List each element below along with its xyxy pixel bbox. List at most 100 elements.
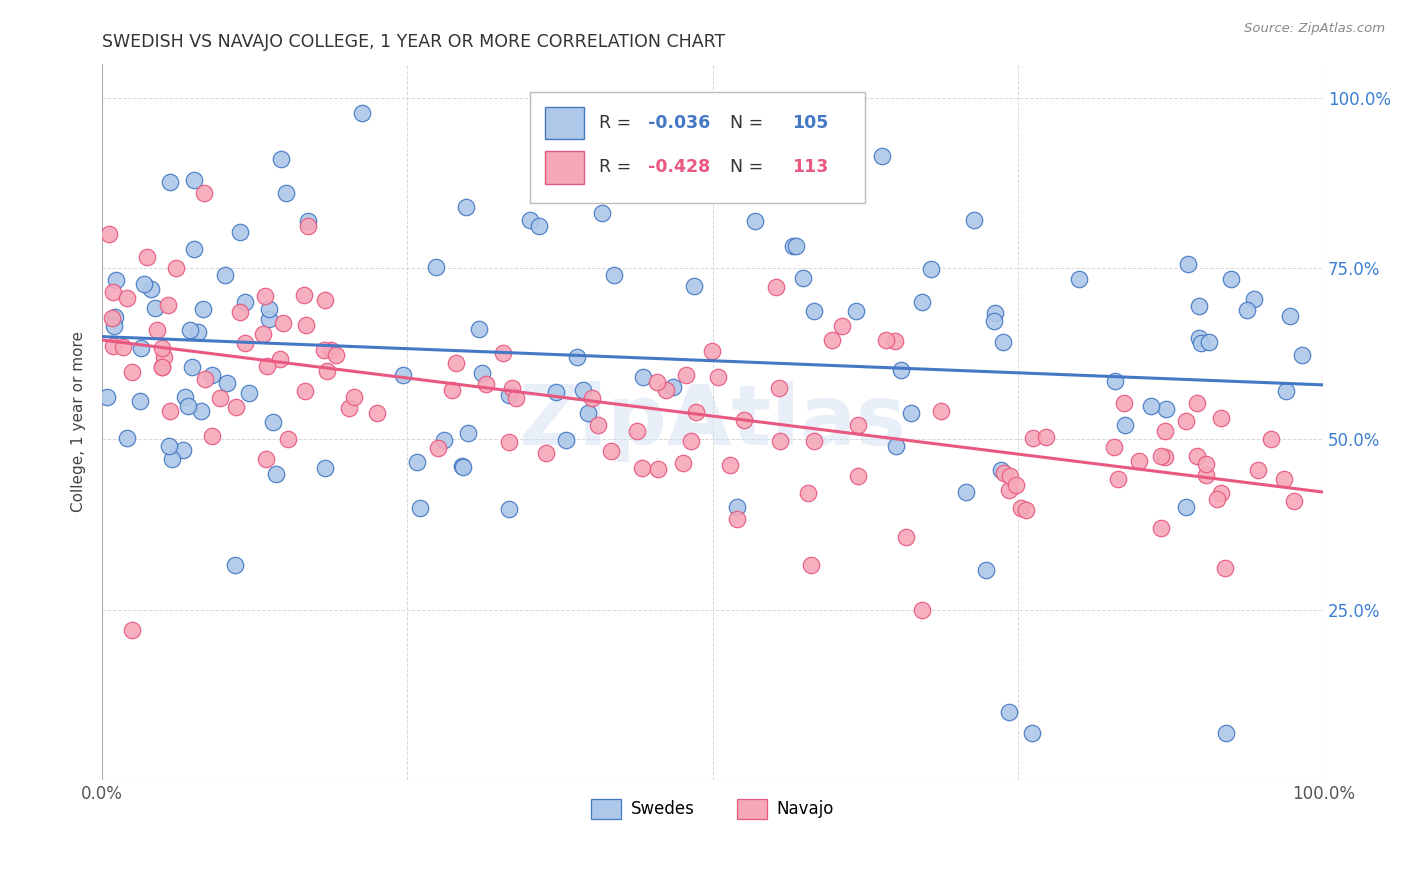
- Point: [277, 432, 299, 446]
- Point: [406, 455, 429, 469]
- Point: [1150, 449, 1173, 463]
- Text: N =: N =: [718, 114, 769, 132]
- Point: [546, 384, 568, 399]
- Point: [831, 318, 853, 333]
- Point: [183, 242, 205, 256]
- Text: 105: 105: [792, 114, 828, 132]
- Point: [727, 500, 749, 514]
- Point: [238, 386, 260, 401]
- Point: [626, 424, 648, 438]
- Point: [782, 238, 804, 252]
- Point: [998, 483, 1021, 497]
- Point: [1247, 463, 1270, 477]
- Point: [894, 530, 917, 544]
- Point: [136, 250, 159, 264]
- Point: [1128, 454, 1150, 468]
- Point: [603, 268, 626, 283]
- Point: [578, 406, 600, 420]
- Point: [955, 485, 977, 500]
- Point: [803, 304, 825, 318]
- Point: [343, 390, 366, 404]
- Point: [725, 512, 748, 526]
- Point: [101, 285, 124, 299]
- Text: -0.428: -0.428: [648, 159, 710, 177]
- Point: [998, 705, 1021, 719]
- Point: [229, 305, 252, 319]
- Point: [581, 391, 603, 405]
- Point: [647, 462, 669, 476]
- Point: [121, 365, 143, 379]
- FancyBboxPatch shape: [530, 92, 865, 203]
- Point: [821, 333, 844, 347]
- Point: [702, 343, 724, 358]
- Point: [150, 341, 173, 355]
- Point: [233, 295, 256, 310]
- Point: [451, 460, 474, 475]
- Point: [159, 404, 181, 418]
- Text: N =: N =: [718, 159, 769, 177]
- Point: [884, 334, 907, 349]
- Point: [1291, 348, 1313, 362]
- Point: [1198, 334, 1220, 349]
- Point: [600, 443, 623, 458]
- Point: [112, 340, 135, 354]
- Point: [254, 452, 277, 467]
- Point: [491, 346, 513, 360]
- Point: [190, 404, 212, 418]
- Point: [744, 213, 766, 227]
- Point: [1189, 335, 1212, 350]
- FancyBboxPatch shape: [546, 151, 585, 184]
- Point: [682, 278, 704, 293]
- Point: [181, 360, 204, 375]
- Point: [527, 219, 550, 233]
- Point: [929, 404, 952, 418]
- Point: [661, 380, 683, 394]
- Point: [733, 412, 755, 426]
- Point: [1213, 561, 1236, 575]
- Point: [150, 359, 173, 374]
- Point: [325, 348, 347, 362]
- Point: [1022, 431, 1045, 445]
- Point: [990, 463, 1012, 477]
- Point: [555, 433, 578, 447]
- Point: [631, 460, 654, 475]
- Point: [165, 260, 187, 275]
- Point: [1177, 257, 1199, 271]
- Point: [769, 434, 792, 448]
- Point: [1243, 292, 1265, 306]
- Point: [1211, 486, 1233, 500]
- Point: [591, 205, 613, 219]
- Point: [675, 368, 697, 383]
- Point: [174, 390, 197, 404]
- Legend: Swedes, Navajo: Swedes, Navajo: [585, 792, 841, 826]
- Point: [884, 438, 907, 452]
- Point: [685, 405, 707, 419]
- Point: [292, 288, 315, 302]
- Point: [172, 442, 194, 457]
- Point: [679, 434, 702, 448]
- Text: R =: R =: [599, 159, 637, 177]
- Point: [785, 238, 807, 252]
- Point: [911, 602, 934, 616]
- Point: [433, 433, 456, 447]
- Point: [104, 310, 127, 324]
- Point: [1139, 400, 1161, 414]
- Point: [352, 106, 374, 120]
- Point: [792, 271, 814, 285]
- Point: [157, 298, 180, 312]
- Point: [796, 486, 818, 500]
- Point: [1272, 471, 1295, 485]
- Point: [194, 372, 217, 386]
- Point: [160, 452, 183, 467]
- Point: [457, 425, 479, 440]
- Point: [1114, 418, 1136, 433]
- Point: [157, 438, 180, 452]
- Point: [1185, 396, 1208, 410]
- Point: [998, 469, 1021, 483]
- Text: 113: 113: [792, 159, 828, 177]
- Point: [984, 306, 1007, 320]
- Point: [316, 364, 339, 378]
- Point: [128, 394, 150, 409]
- Point: [1005, 478, 1028, 492]
- Point: [294, 318, 316, 332]
